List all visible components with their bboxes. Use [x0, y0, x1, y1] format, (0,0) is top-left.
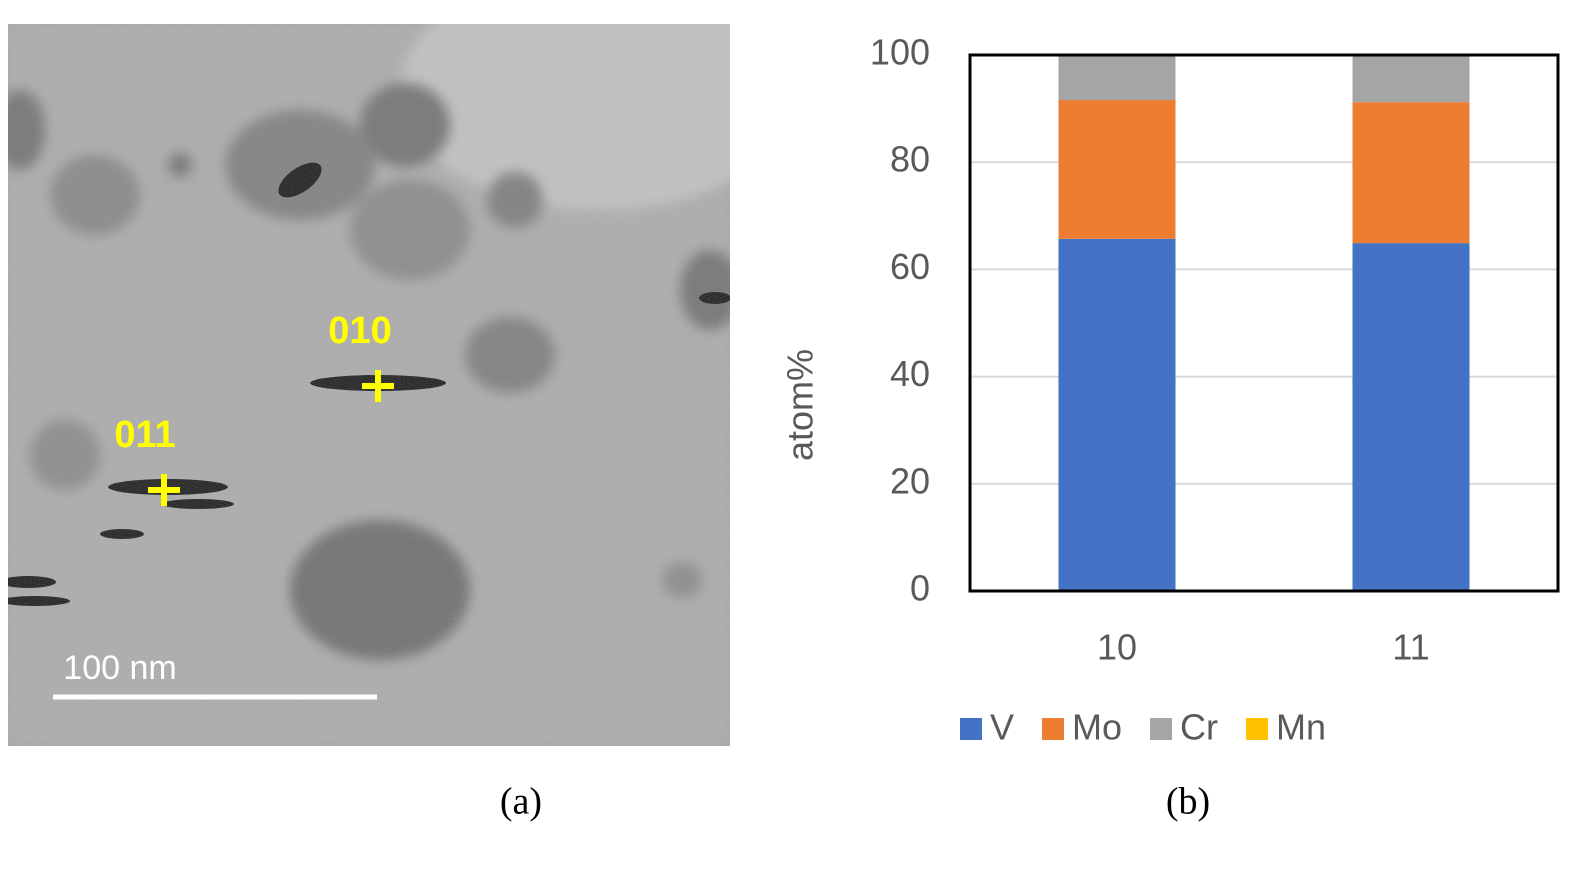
- legend-swatch: [1246, 718, 1269, 740]
- point-label: 010: [328, 310, 391, 352]
- caption: (b): [1166, 781, 1210, 823]
- y-tick-label: 0: [910, 568, 930, 609]
- scale-bar-label: 100 nm: [63, 649, 176, 687]
- x-tick-label: 11: [1392, 627, 1429, 668]
- legend-label: Mn: [1276, 707, 1326, 748]
- bar-segment: [1352, 102, 1470, 244]
- chart: 0 20 40 60 80 100 10 11 V Mo Cr Mn: [870, 32, 1560, 748]
- tem-image: 010 011 100 nm: [8, 24, 730, 746]
- bar-segment: [1058, 100, 1176, 239]
- legend-swatch: [1042, 718, 1065, 740]
- legend-label: Cr: [1180, 707, 1218, 748]
- plot-frame: [968, 53, 1560, 593]
- bar-segment: [1058, 56, 1176, 101]
- legend-label: Mo: [1072, 707, 1122, 748]
- bar-segment: [1352, 56, 1470, 103]
- bar-segment: [1352, 243, 1470, 592]
- y-axis-label: atom%: [780, 349, 821, 461]
- caption: (a): [500, 781, 542, 823]
- bar-segment: [1058, 238, 1176, 591]
- y-tick-label: 20: [890, 460, 930, 501]
- point-label: 011: [114, 414, 175, 456]
- y-tick-label: 100: [870, 32, 930, 73]
- y-tick-label: 60: [890, 246, 930, 287]
- x-tick-label: 10: [1097, 627, 1137, 668]
- y-tick-label: 80: [890, 139, 930, 180]
- y-tick-label: 40: [890, 353, 930, 394]
- legend-label: V: [990, 707, 1014, 748]
- legend-swatch: [960, 718, 982, 740]
- legend-swatch: [1150, 718, 1173, 740]
